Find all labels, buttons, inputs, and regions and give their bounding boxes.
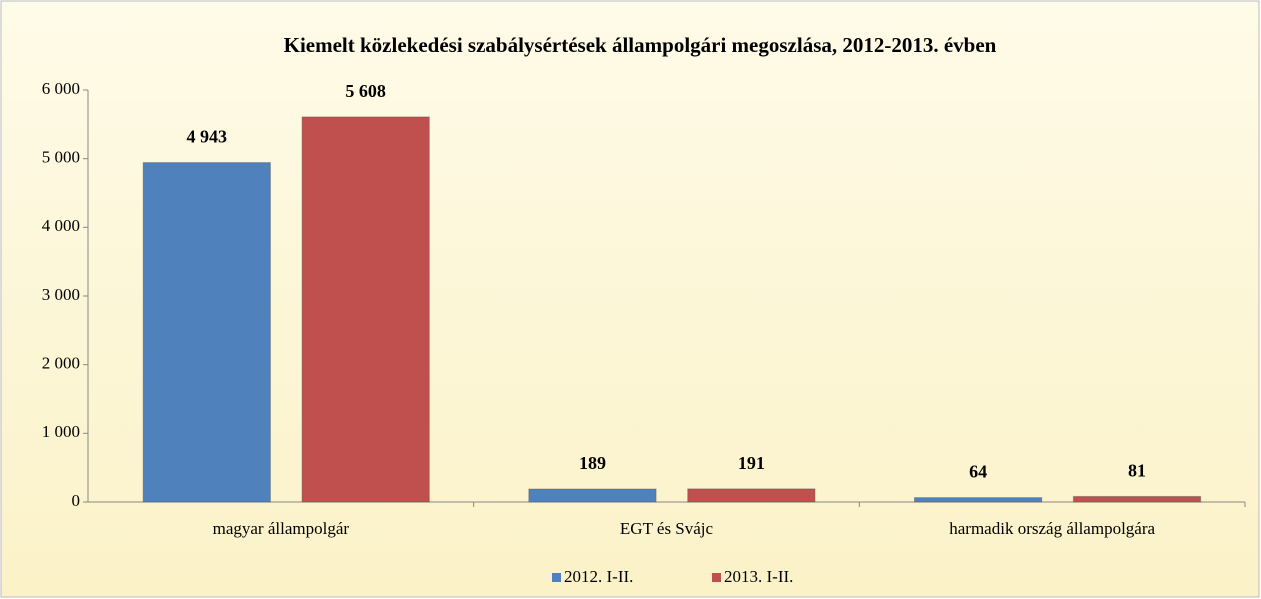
y-tick-label: 6 000 xyxy=(42,79,80,98)
bar xyxy=(687,488,816,503)
x-tick-label: harmadik ország állampolgára xyxy=(949,519,1155,538)
bar xyxy=(301,116,430,503)
value-label: 5 608 xyxy=(345,81,386,101)
legend-label: 2013. I-II. xyxy=(724,567,793,586)
y-tick-label: 0 xyxy=(72,491,81,510)
y-tick-label: 3 000 xyxy=(42,285,80,304)
bar xyxy=(528,488,657,503)
bar xyxy=(142,162,271,503)
bar xyxy=(1072,495,1202,503)
y-tick-label: 4 000 xyxy=(42,216,80,235)
value-label: 64 xyxy=(969,462,987,482)
bar xyxy=(913,497,1043,503)
x-tick-label: magyar állampolgár xyxy=(213,519,350,538)
x-tick-label: EGT és Svájc xyxy=(620,519,714,538)
value-label: 189 xyxy=(579,453,606,473)
y-tick-label: 1 000 xyxy=(42,422,80,441)
legend-label: 2012. I-II. xyxy=(564,567,633,586)
legend-swatch xyxy=(712,573,721,582)
value-label: 4 943 xyxy=(187,127,228,147)
value-label: 191 xyxy=(738,453,765,473)
chart-title: Kiemelt közlekedési szabálysértések álla… xyxy=(284,33,997,57)
y-tick-label: 2 000 xyxy=(42,354,80,373)
legend-swatch xyxy=(552,573,561,582)
y-tick-label: 5 000 xyxy=(42,148,80,167)
value-label: 81 xyxy=(1128,461,1146,481)
